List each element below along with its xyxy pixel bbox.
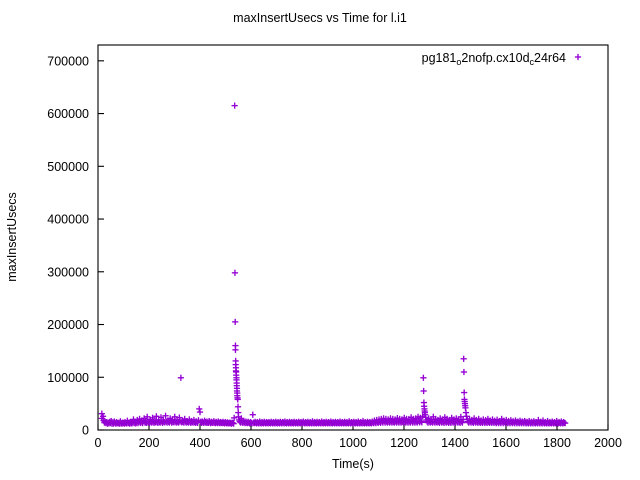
x-tick-label: 200 [139,436,160,450]
y-tick-label: 300000 [47,265,89,279]
legend-marker-plus [574,53,582,61]
data-point [562,420,569,427]
y-axis-ticks: 0 100000 200000 300000 400000 500000 600000 700… [47,54,104,438]
x-tick-label: 400 [190,436,211,450]
y-tick-label: 500000 [47,160,89,174]
x-tick-label: 800 [292,436,313,450]
data-point [157,414,165,421]
data-point [234,396,241,403]
x-tick-label: 1600 [492,436,520,450]
y-tick-label: 400000 [47,213,89,227]
data-point [232,318,239,325]
data-point [232,346,239,353]
legend-marker-glyph [574,53,582,61]
x-tick-label: 1400 [441,436,469,450]
legend-series-label: pg181o2nofp.cx10dc24r64 [422,51,566,67]
data-point [460,368,468,376]
data-point [417,418,425,425]
data-point [230,420,237,427]
y-axis-label: maxInsertUsecs [5,192,19,282]
x-tick-label: 1800 [543,436,571,450]
data-point [418,419,425,426]
data-point [461,389,468,396]
x-axis-label: Time(s) [332,457,374,471]
data-point [171,413,178,420]
data-point [231,269,239,276]
data-point [149,414,156,421]
data-point [231,414,238,421]
data-point [176,414,183,421]
data-point [162,412,169,419]
data-point-markers [98,102,569,427]
legend: pg181o2nofp.cx10dc24r64 [422,51,582,67]
y-tick-label: 100000 [47,371,89,385]
data-point [234,403,242,410]
data-point [144,413,151,420]
data-point [459,419,466,426]
x-tick-label: 1000 [339,436,367,450]
plot-frame [97,44,609,431]
x-tick-label: 0 [95,436,102,450]
y-tick-label: 0 [82,424,89,438]
data-point [196,408,204,416]
y-tick-label: 700000 [47,54,89,68]
x-tick-label: 600 [241,436,262,450]
chart-title: maxInsertUsecs vs Time for l.i1 [233,11,407,25]
data-point [153,413,160,420]
data-point [196,405,203,413]
data-point [231,102,238,109]
data-point [420,374,427,381]
x-axis-ticks: 0 200 400 600 800 1000 1200 1400 1600 1800 2000 [95,424,622,450]
y-tick-label: 200000 [47,318,89,332]
x-tick-label: 2000 [594,436,622,450]
data-point [420,387,427,395]
data-point [177,374,184,381]
data-point [249,411,256,418]
x-tick-label: 1200 [390,436,418,450]
y-tick-label: 600000 [47,107,89,121]
data-point [460,355,467,362]
